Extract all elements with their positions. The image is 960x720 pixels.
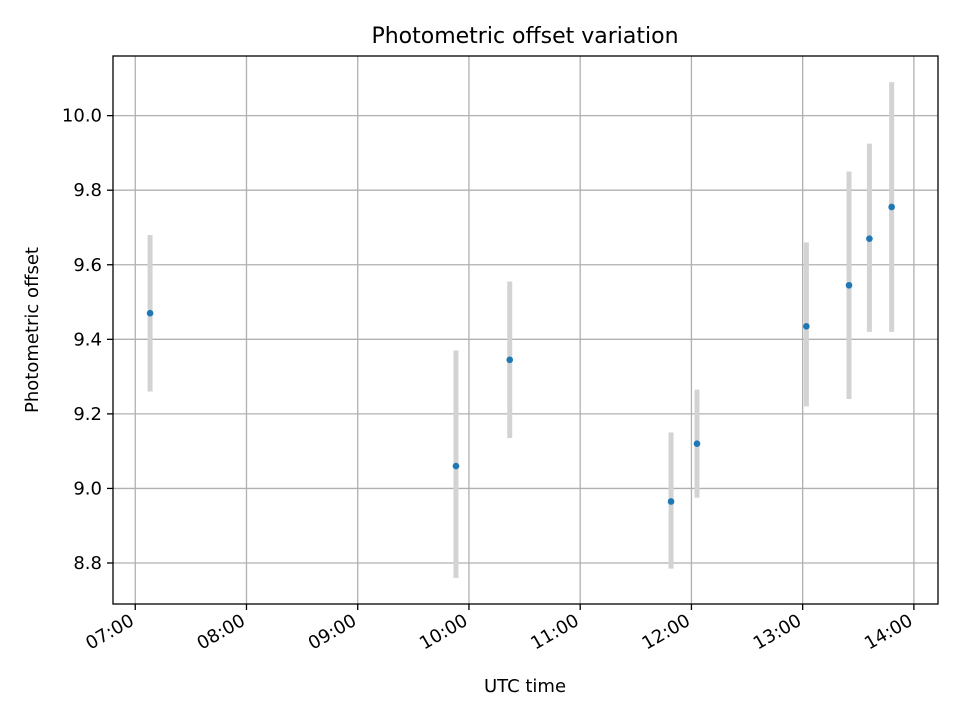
- data-point: [506, 356, 514, 364]
- y-tick-label: 9.4: [73, 329, 102, 350]
- x-axis-label: UTC time: [484, 676, 566, 697]
- data-point: [888, 203, 895, 211]
- y-tick-label: 10.0: [62, 106, 102, 127]
- data-point: [146, 309, 154, 317]
- y-tick-label: 8.8: [73, 553, 102, 574]
- chart-title: Photometric offset variation: [371, 24, 678, 49]
- data-point: [452, 462, 460, 470]
- y-tick-label: 9.8: [73, 180, 102, 201]
- plot-frame: [112, 55, 939, 605]
- y-axis: 8.8 9.0 9.2 9.4 9.6 9.8 10.0: [62, 106, 113, 574]
- grid: [113, 56, 938, 604]
- data-point: [866, 235, 873, 242]
- y-tick-label: 9.0: [73, 478, 102, 499]
- data-point: [845, 281, 853, 289]
- data-points: [146, 203, 895, 505]
- data-point: [667, 498, 675, 505]
- y-tick-label: 9.2: [73, 404, 102, 425]
- y-axis-label: Photometric offset: [22, 247, 43, 413]
- data-point: [693, 440, 701, 448]
- data-point: [803, 322, 810, 330]
- y-tick-label: 9.6: [73, 255, 102, 276]
